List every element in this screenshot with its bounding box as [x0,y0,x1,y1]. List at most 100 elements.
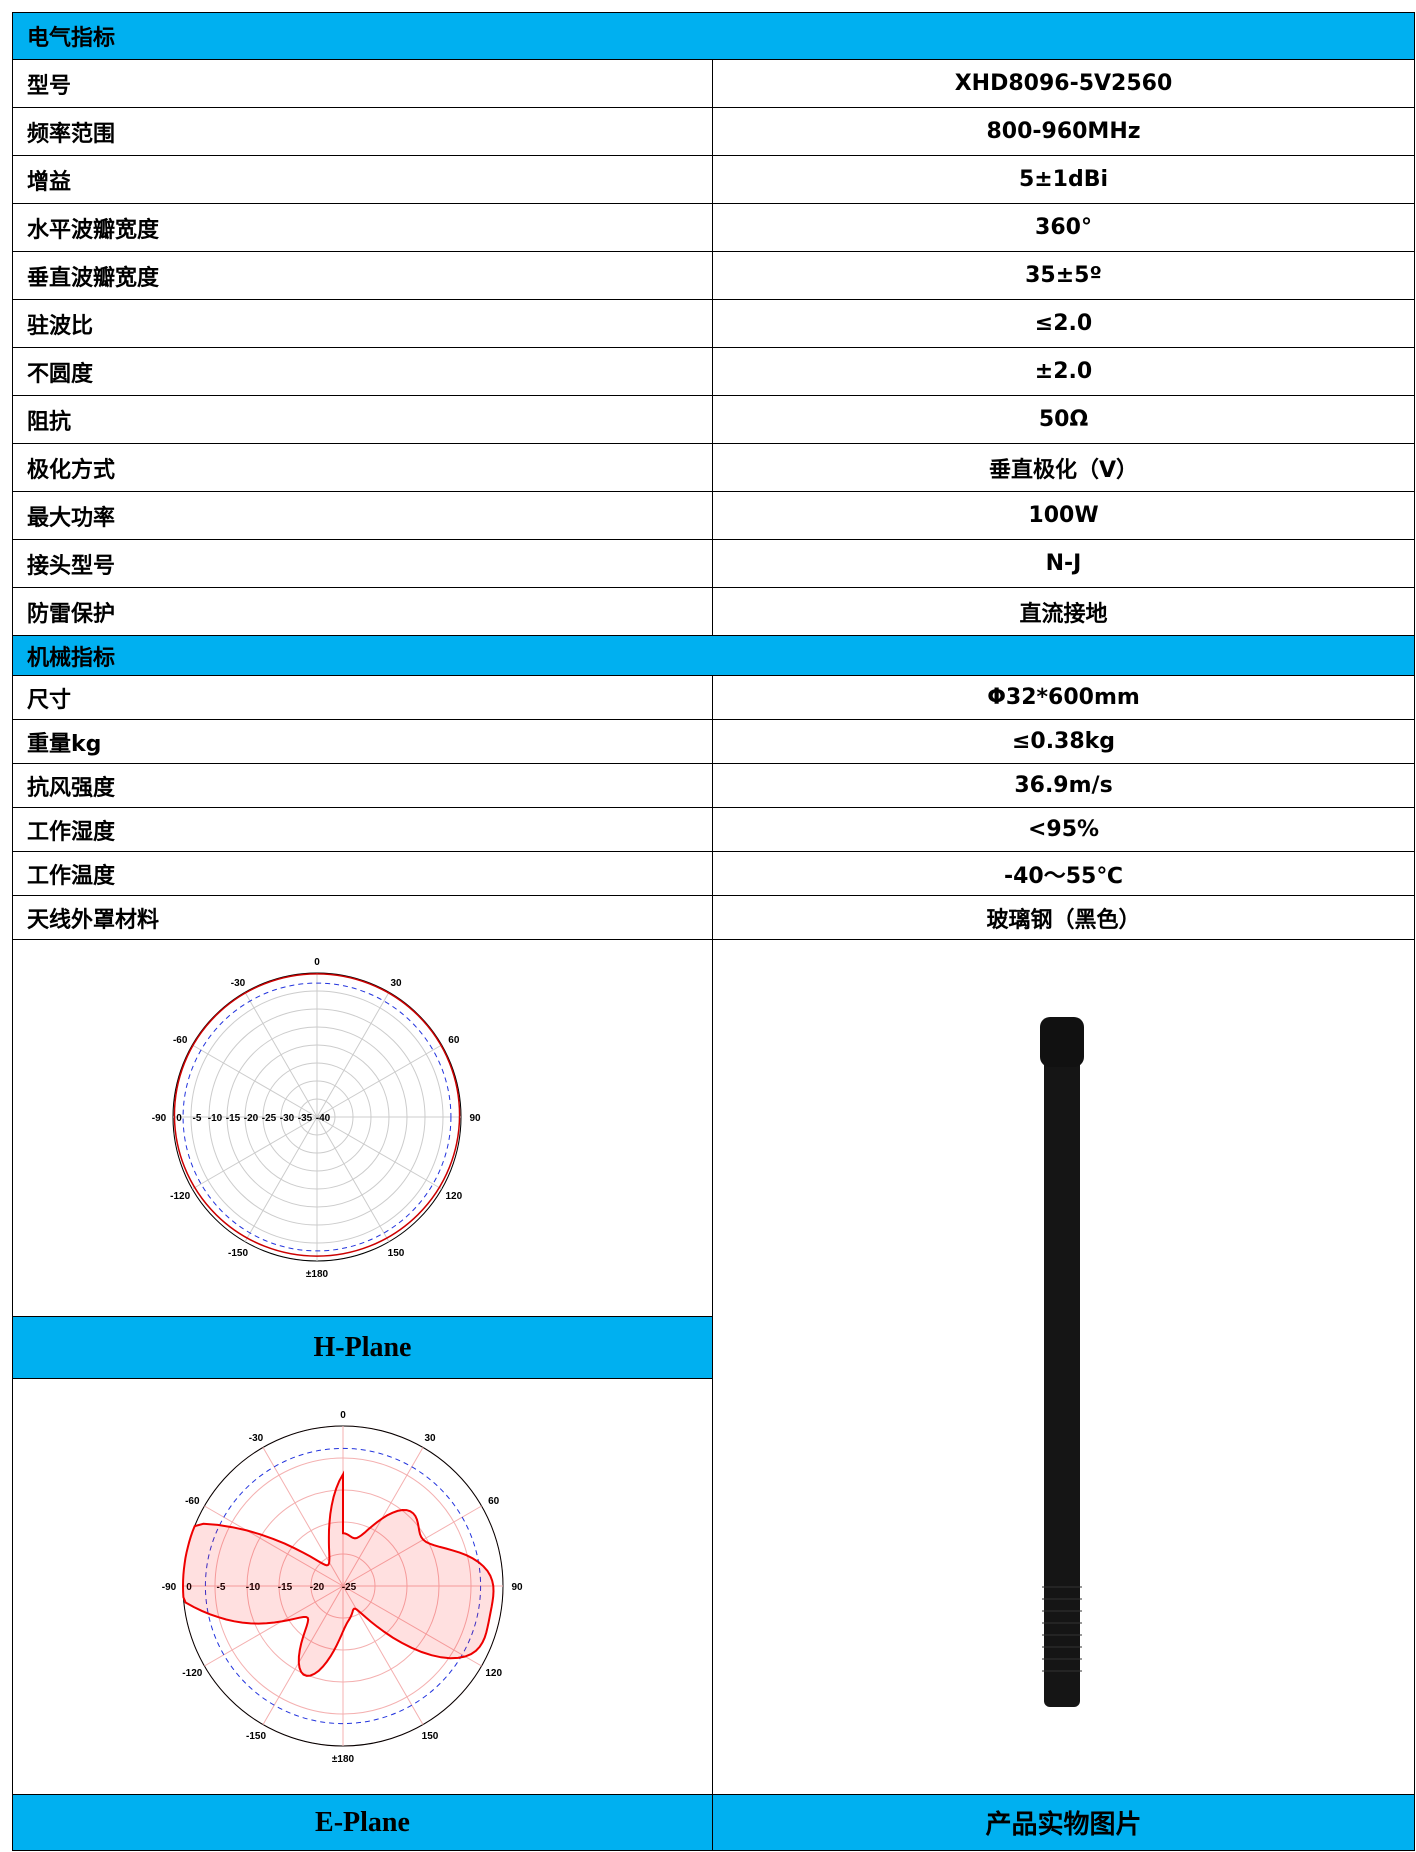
spoke [192,1044,318,1117]
antenna-photo [1039,1017,1084,1707]
cell-text: 接头型号 [27,553,116,579]
antenna-cap [1039,1017,1084,1067]
angle-label: 30 [424,1433,436,1444]
ring-label: -15 [226,1113,241,1124]
ring-label: -15 [278,1582,293,1593]
row-value: 玻璃钢（黑色） [712,895,1415,940]
cell-text: 36.9m/s [1014,773,1113,798]
ring-label: 0 [176,1113,182,1124]
polar-cell: 0 30 60 90 120 150 ±180 -150 -120 -90 -60 -30 0 -5 -10… [12,939,713,1317]
row-value: 36.9m/s [712,763,1415,808]
row-value: Φ32*600mm [712,675,1415,720]
cell-text: 抗风强度 [27,775,116,801]
ring-label: -30 [280,1113,295,1124]
row-value: ±2.0 [712,347,1415,396]
row-label: 工作温度 [12,851,713,896]
row-value: <95% [712,807,1415,852]
ring-label: -5 [193,1113,202,1124]
cell-text: -40～55℃ [1003,863,1123,889]
cell-text: 工作湿度 [27,819,116,845]
row-label: 增益 [12,155,713,204]
spoke [342,1585,482,1666]
spoke [316,1044,442,1117]
row-value: 直流接地 [712,587,1415,636]
polar-cell: 0 30 60 90 120 150 ±180 -150 -120 -90 -60 -30 0 -5 -10… [12,1378,713,1795]
cell-text: 工作温度 [27,863,116,889]
spoke [204,1505,344,1586]
pattern-curve [181,1469,495,1677]
angle-label: 0 [314,957,320,968]
row-value: 100W [712,491,1415,540]
row-value: -40～55℃ [712,851,1415,896]
row-label: 不圆度 [12,347,713,396]
cell-text: 最大功率 [27,505,116,531]
row-value: 800-960MHz [712,107,1415,156]
spoke [316,991,390,1117]
row-label: 抗风强度 [12,763,713,808]
row-label: 水平波瓣宽度 [12,203,713,252]
angle-label: -30 [231,977,246,988]
ring-label: -20 [310,1582,325,1593]
row-value: ≤2.0 [712,299,1415,348]
angle-label: -150 [228,1248,248,1259]
cell-text: Φ32*600mm [987,685,1140,710]
cell-text: H-Plane [313,1331,412,1363]
caption: E-Plane [12,1794,713,1851]
cell-text: 35±5º [1025,263,1102,288]
row-label: 频率范围 [12,107,713,156]
row-label: 天线外罩材料 [12,895,713,940]
cell-text: 阻抗 [27,409,72,435]
ring-label: -10 [246,1582,261,1593]
row-value: 360° [712,203,1415,252]
angle-label: ±180 [306,1269,329,1280]
spoke [316,1116,390,1242]
cell-text: 垂直极化（V） [988,457,1139,483]
ring-label: -25 [262,1113,277,1124]
cell-text: 极化方式 [27,457,116,483]
ring-label: -40 [316,1113,331,1124]
reference-curve [204,1447,482,1724]
row-label: 尺寸 [12,675,713,720]
row-value: 5±1dBi [712,155,1415,204]
reference-curve [182,982,452,1251]
row-value: 垂直极化（V） [712,443,1415,492]
ring-label: -10 [208,1113,223,1124]
cell-text: 频率范围 [27,121,116,147]
angle-label: 120 [445,1191,462,1202]
caption: 产品实物图片 [712,1794,1415,1851]
cell-text: 垂直波瓣宽度 [27,265,160,291]
spoke [262,1585,344,1725]
angle-label: 150 [388,1248,405,1259]
cell-text: N-J [1045,551,1082,576]
ring-label: 0 [186,1582,192,1593]
spoke [316,1116,442,1189]
cell-text: 800-960MHz [986,119,1141,144]
cell-text: 100W [1028,503,1099,528]
spoke [244,1116,318,1242]
cell-text: E-Plane [315,1806,410,1838]
angle-label: -30 [249,1433,264,1444]
row-label: 防雷保护 [12,587,713,636]
angle-label: -60 [173,1035,188,1046]
cell-text: 天线外罩材料 [27,907,160,933]
angle-label: -60 [185,1496,200,1507]
angle-label: 150 [422,1730,439,1741]
angle-label: 90 [511,1582,523,1593]
cell-text: 水平波瓣宽度 [27,217,160,243]
section-header: 电气指标 [12,12,1415,60]
row-value: ≤0.38kg [712,719,1415,764]
spoke [342,1505,482,1586]
row-label: 垂直波瓣宽度 [12,251,713,300]
cell-text: <95% [1027,817,1100,842]
row-value: 50Ω [712,395,1415,444]
cell-text: 增益 [27,169,72,195]
angle-label: -120 [170,1191,190,1202]
ring-label: -35 [298,1113,313,1124]
angle-label: 30 [390,977,402,988]
cell-text: 型号 [27,73,72,99]
polar-plot: 0 30 60 90 120 150 ±180 -150 -120 -90 -60 -30 0 -5 -10… [162,1410,523,1765]
angle-label: 60 [488,1496,500,1507]
spoke [342,1446,424,1586]
angle-label: -90 [152,1113,167,1124]
